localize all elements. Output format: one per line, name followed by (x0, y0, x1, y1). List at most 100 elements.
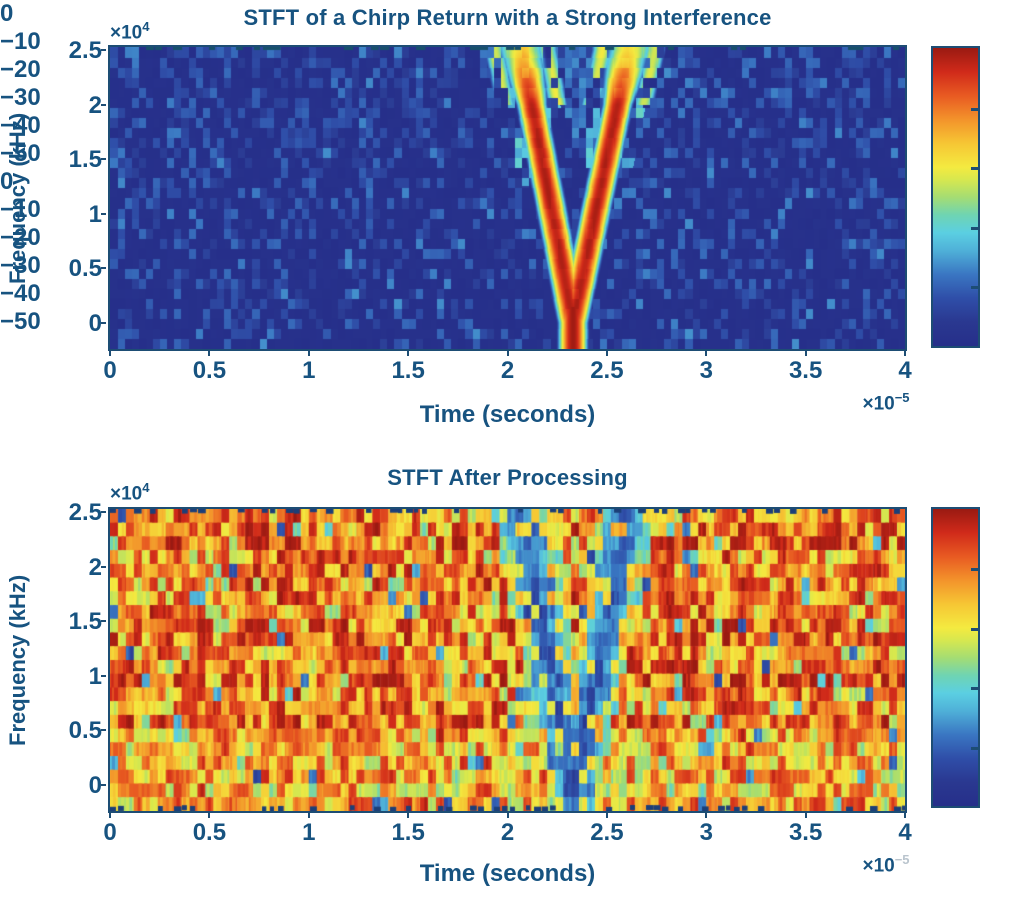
x-tick-label: 2.5 (590, 357, 624, 384)
x-tick-label: 2.5 (590, 819, 624, 846)
colorbar-tick-label: −10 (0, 28, 41, 55)
x-tick-label: 0 (103, 819, 117, 846)
colorbar-tick-label: −50 (0, 308, 41, 335)
y-tick-mark (101, 212, 106, 215)
x-tick-label: 2 (500, 819, 515, 846)
y-tick-mark (101, 49, 106, 51)
x-tick-mark (407, 813, 410, 818)
x-tick-mark (804, 813, 807, 818)
y-mult-base: ×10 (110, 22, 143, 44)
x-axis-multiplier: ×10−5 (836, 852, 936, 877)
colorbar-tick-label: −10 (0, 196, 41, 223)
x-tick-mark (605, 813, 608, 818)
y-tick-mark (101, 783, 106, 786)
y-tick-mark (101, 729, 106, 732)
colorbar-tick-mark (971, 568, 978, 572)
colorbar-tick-mark (971, 167, 978, 171)
colorbar-tick-label: −40 (0, 280, 41, 307)
colorbar-tick-label: 0 (0, 168, 14, 195)
y-tick-mark (101, 674, 106, 677)
y-tick-mark (101, 103, 106, 106)
x-mult-base: ×10 (862, 855, 895, 877)
colorbar-tick-label: −40 (0, 112, 41, 139)
x-axis-label: Time (seconds) (419, 401, 596, 428)
y-axis-multiplier: ×104 (110, 480, 149, 505)
y-tick-mark (101, 158, 106, 161)
x-tick-label: 3.5 (788, 819, 823, 846)
y-tick-label: 0 (88, 309, 102, 337)
x-tick-label: 1 (302, 357, 316, 384)
x-tick-mark (208, 351, 211, 356)
x-tick-mark (705, 813, 708, 818)
x-tick-mark (904, 813, 906, 818)
y-mult-base: ×10 (110, 483, 143, 505)
colorbar-tick-label: 0 (0, 0, 14, 27)
y-tick-mark (101, 267, 106, 270)
x-tick-mark (307, 813, 310, 818)
colorbar-tick-mark (971, 226, 978, 230)
y-tick-label: 1 (88, 200, 102, 228)
spectrogram-canvas (110, 509, 905, 811)
x-tick-label: 4 (898, 819, 912, 846)
colorbar-tick-mark (971, 627, 978, 631)
colorbar-gradient (933, 509, 978, 806)
colorbar-tick-label: −50 (0, 140, 41, 167)
y-tick-mark (101, 321, 106, 324)
colorbar-tick-mark (971, 107, 978, 111)
y-axis-multiplier: ×104 (110, 19, 149, 44)
x-tick-mark (904, 351, 906, 356)
x-mult-exponent: −5 (894, 390, 910, 405)
x-tick-label: 3.5 (788, 357, 823, 384)
spectrogram-canvas (110, 47, 905, 349)
x-tick-mark (109, 351, 111, 356)
x-tick-label: 1.5 (391, 819, 425, 846)
x-tick-label: 1.5 (391, 357, 425, 384)
chart-title: STFT of a Chirp Return with a Strong Int… (243, 5, 772, 30)
colorbar-tick-mark (971, 286, 978, 290)
x-tick-mark (506, 351, 509, 356)
y-tick-label: 0.5 (68, 255, 102, 283)
x-mult-base: ×10 (862, 393, 895, 415)
x-tick-mark (705, 351, 708, 356)
colorbar-tick-label: −20 (0, 224, 41, 251)
x-tick-label: 3 (699, 357, 713, 384)
y-tick-label: 2.5 (68, 499, 102, 526)
colorbar-gradient (933, 48, 978, 346)
colorbar-tick-label: −20 (0, 56, 41, 83)
colorbar (931, 507, 980, 808)
colorbar-tick-label: −30 (0, 252, 41, 279)
x-tick-label: 3 (699, 819, 713, 846)
colorbar-tick-mark (971, 746, 978, 750)
x-tick-label: 1 (302, 819, 316, 846)
y-tick-label: 1 (88, 662, 102, 690)
y-tick-mark (101, 565, 106, 568)
x-tick-mark (109, 813, 111, 818)
x-tick-mark (307, 351, 310, 356)
y-tick-label: 1.5 (68, 608, 102, 636)
colorbar (931, 46, 980, 348)
chart-title: STFT After Processing (387, 465, 628, 490)
y-tick-mark (101, 620, 106, 623)
x-tick-mark (506, 813, 509, 818)
x-tick-mark (605, 351, 608, 356)
y-mult-exponent: 4 (142, 480, 150, 495)
x-mult-exponent: −5 (894, 852, 910, 867)
x-tick-mark (208, 813, 211, 818)
y-tick-label: 1.5 (68, 146, 102, 174)
y-tick-label: 2 (88, 553, 102, 581)
x-tick-label: 0.5 (192, 357, 227, 384)
colorbar-tick-label: −30 (0, 84, 41, 111)
y-tick-label: 0.5 (68, 717, 102, 745)
x-tick-label: 2 (500, 357, 515, 384)
x-tick-mark (804, 351, 807, 356)
y-tick-label: 0 (88, 771, 102, 799)
x-tick-label: 4 (898, 357, 912, 384)
x-axis-label: Time (seconds) (419, 860, 596, 887)
spectrogram-plot (108, 45, 907, 351)
y-tick-label: 2.5 (68, 37, 102, 64)
x-tick-label: 0 (103, 357, 117, 384)
spectrogram-plot (108, 507, 907, 813)
x-axis-multiplier: ×10−5 (836, 390, 936, 415)
x-tick-mark (407, 351, 410, 356)
